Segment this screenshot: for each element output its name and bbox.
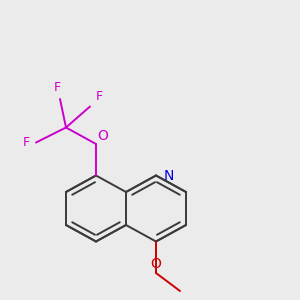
Text: F: F — [53, 82, 61, 94]
Text: O: O — [151, 257, 161, 272]
Text: N: N — [164, 169, 174, 182]
Text: F: F — [96, 91, 103, 103]
Text: O: O — [98, 128, 108, 142]
Text: F: F — [23, 136, 30, 149]
